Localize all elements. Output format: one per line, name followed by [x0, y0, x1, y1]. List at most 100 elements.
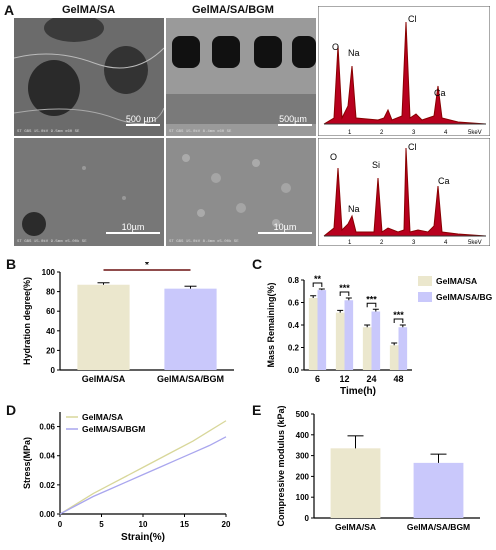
y-tick-label: 0.02: [39, 481, 55, 490]
panel-letter-d: D: [6, 402, 17, 418]
bar: [371, 311, 381, 370]
y-axis-label: Mass Remaining(%): [266, 282, 276, 367]
chart-e-compressive-modulus: 0 100 200 300 400 500 Compressive modulus (kPa…: [276, 406, 480, 532]
bar: [330, 448, 381, 518]
y-tick-label: 0: [51, 366, 56, 375]
eds-peak-label: O: [330, 152, 337, 162]
y-tick-label: 300: [296, 452, 310, 461]
x-tick-label: 15: [180, 520, 189, 529]
x-axis-label: Time(h): [340, 386, 376, 397]
x-tick-label: GelMA/SA: [335, 522, 376, 532]
x-tick-label: 6: [315, 374, 320, 384]
eds-peak-label: Na: [348, 48, 360, 58]
y-tick-label: 20: [46, 346, 55, 355]
legend-swatch: [418, 292, 432, 302]
eds-tick: 1: [348, 130, 352, 136]
significance-label: *: [145, 262, 149, 271]
bar: [317, 290, 327, 370]
sem-image-bottom-left: 10µm ST GBS 15.0kV 9.5mm x5.00k SE: [14, 138, 164, 246]
eds-tick: 4: [444, 130, 448, 136]
significance-bracket: [312, 282, 323, 287]
bar: [335, 312, 345, 370]
x-tick-label: GelMA/SA/BGM: [407, 522, 470, 532]
eds-peak-label: Ca: [438, 176, 450, 186]
legend-label: GelMA/SA/BGM: [436, 292, 492, 302]
y-tick-label: 200: [296, 472, 310, 481]
x-tick-label: 24: [366, 374, 376, 384]
sem-image-top-left: 500 µm ST GBS 15.0kV 9.5mm x60 SE: [14, 18, 164, 136]
bar: [77, 284, 130, 370]
panel-letter-c: C: [252, 256, 263, 272]
sem-texture: [22, 166, 126, 236]
scale-bar: [126, 124, 160, 126]
y-tick-label: 500: [296, 410, 310, 419]
bar: [164, 288, 217, 370]
chart-c-mass-remaining: 0.0 0.2 0.4 0.6 0.8 Mass Remaining(%) ** 6 *** 12…: [266, 274, 492, 397]
x-tick-label: 48: [393, 374, 403, 384]
scale-bar: [278, 124, 312, 126]
y-tick-label: 40: [46, 327, 55, 336]
eds-peak-label: Na: [348, 204, 360, 214]
y-tick-label: 0.04: [39, 452, 55, 461]
bar: [413, 462, 464, 518]
eds-peak-label: O: [332, 42, 339, 52]
sem-texture: [166, 18, 316, 136]
x-axis-label: Strain(%): [121, 532, 165, 543]
x-tick-label: 5: [99, 520, 104, 529]
scale-bar: [258, 232, 312, 234]
y-tick-label: 0.4: [288, 321, 300, 330]
eds-trace: [323, 21, 487, 125]
scale-bar: [106, 232, 160, 234]
significance-bracket: [339, 291, 350, 296]
series-line: [59, 436, 227, 515]
sem-info: ST GBS 15.0kV 8.4mm x60 SE: [169, 130, 232, 134]
y-tick-label: 0.6: [288, 299, 300, 308]
bar: [344, 300, 354, 370]
y-tick-label: 0.2: [288, 344, 300, 353]
legend-label: GelMA/SA: [82, 412, 123, 422]
y-tick-label: 80: [46, 288, 55, 297]
x-tick-label: GelMA/SA: [82, 374, 126, 384]
sem-texture: [14, 18, 164, 125]
x-tick-label: GelMA/SA/BGM: [157, 374, 224, 384]
significance-label: ***: [393, 310, 404, 320]
chart-d-stress-strain: 0.00 0.02 0.04 0.06 Stress(MPa) 0 5 10 15 20 Strai…: [22, 412, 231, 543]
legend-label: GelMA/SA: [436, 276, 477, 286]
significance-label: ***: [366, 294, 377, 304]
y-tick-label: 100: [42, 268, 56, 277]
legend-swatch: [418, 276, 432, 286]
y-axis-label: Hydration degree(%): [22, 277, 32, 365]
eds-tick: 5keV: [468, 240, 482, 246]
y-tick-label: 0.0: [288, 366, 300, 375]
y-tick-label: 400: [296, 431, 310, 440]
chart-b-hydration: 0 20 40 60 80 100 Hydration degree(%) GelMA/SA G…: [22, 262, 234, 384]
bar: [389, 345, 399, 370]
scale-label: 10µm: [273, 222, 297, 232]
sem-image-top-right: 500µm ST GBS 15.0kV 8.4mm x60 SE: [166, 18, 316, 136]
sem-texture: [182, 154, 291, 227]
eds-tick: 3: [412, 240, 416, 246]
eds-tick: 4: [444, 240, 448, 246]
y-tick-label: 100: [296, 493, 310, 502]
col2-header: GelMA/SA/BGM: [192, 4, 274, 16]
y-axis-label: Compressive modulus (kPa): [276, 406, 286, 527]
eds-trace: [323, 147, 487, 237]
scale-label: 10µm: [121, 222, 145, 232]
significance-label: **: [314, 274, 322, 284]
scale-label: 500µm: [279, 114, 307, 124]
scale-label: 500 µm: [125, 114, 157, 124]
y-tick-label: 0.06: [39, 423, 55, 432]
eds-peak-label: Ca: [434, 88, 446, 98]
significance-bracket: [393, 318, 404, 323]
eds-peak-label: Si: [372, 160, 380, 170]
y-axis-label: Stress(MPa): [22, 437, 32, 489]
bar: [398, 327, 408, 370]
eds-tick: 3: [412, 130, 416, 136]
eds-spectrum-bottom: O Si Cl Na Ca 1 2 3 4 5keV: [318, 138, 490, 246]
bar: [308, 298, 318, 370]
significance-bracket: [366, 302, 377, 308]
legend-label: GelMA/SA/BGM: [82, 424, 145, 434]
y-tick-label: 0.00: [39, 510, 55, 519]
sem-info: ST GBS 15.0kV 9.5mm x5.00k SE: [17, 240, 87, 244]
eds-tick: 5keV: [468, 130, 482, 136]
